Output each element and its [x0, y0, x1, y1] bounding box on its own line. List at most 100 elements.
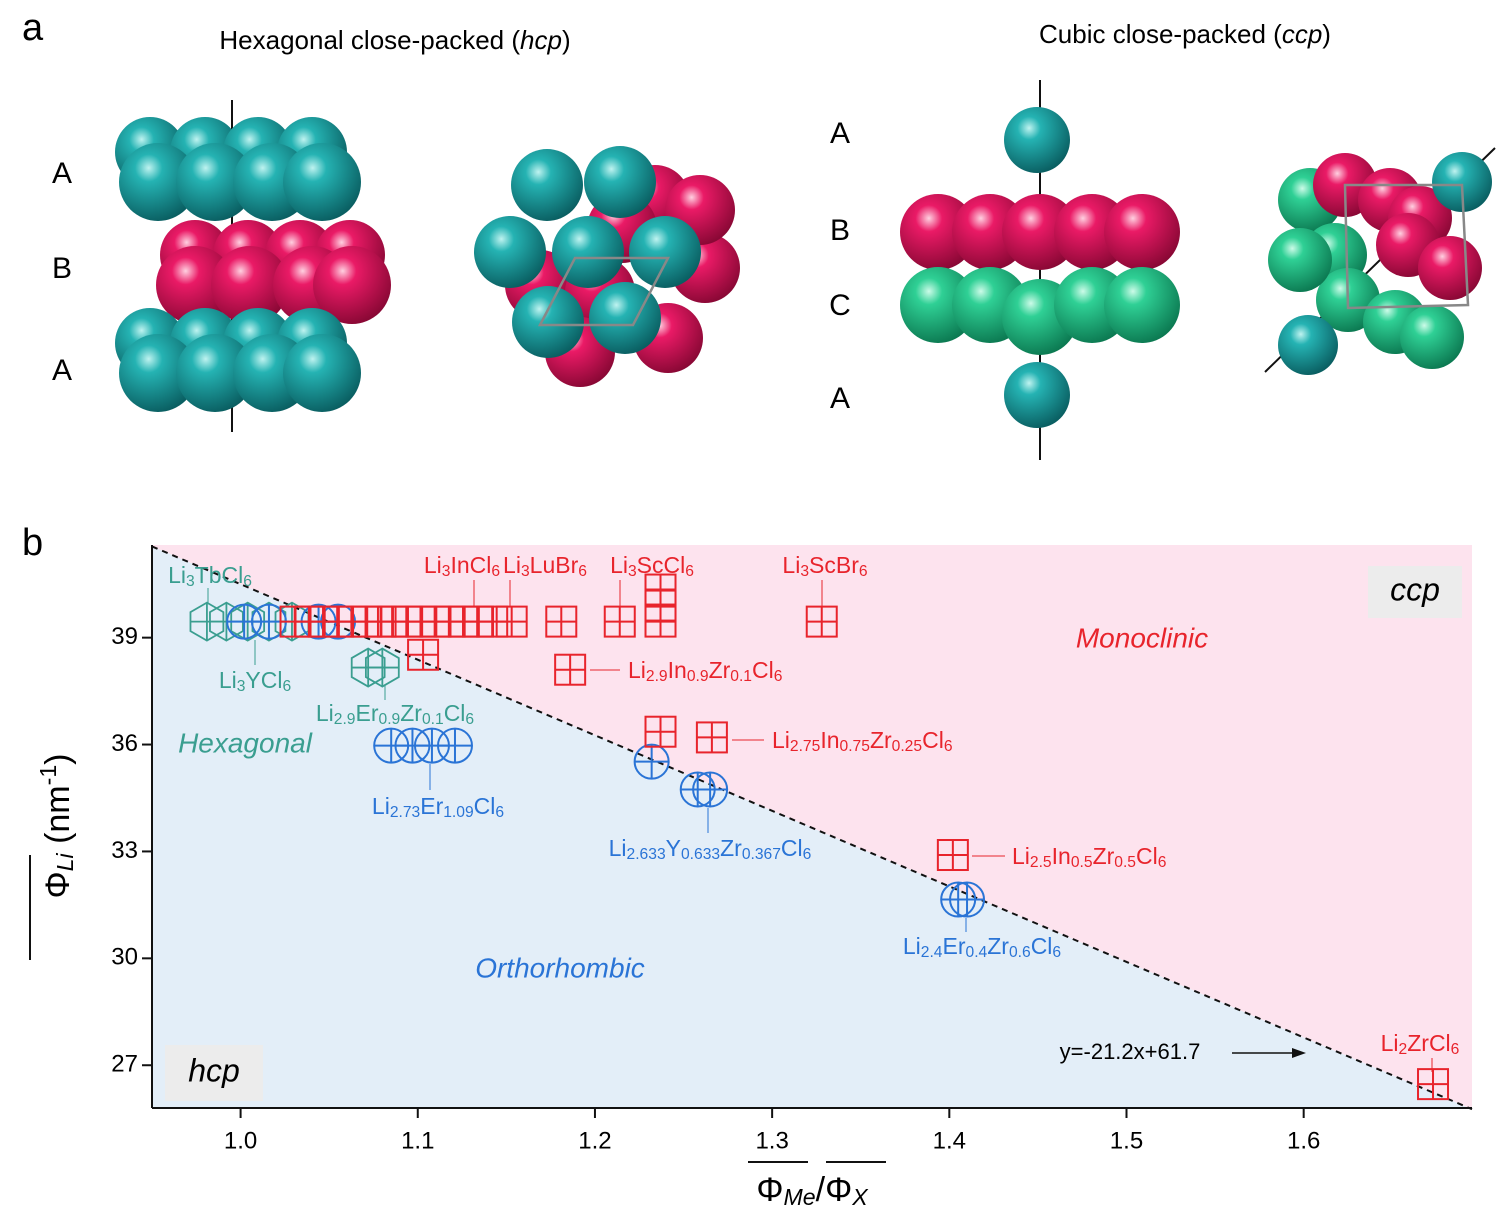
- data-point: [805, 605, 838, 638]
- layer-label: C: [829, 289, 851, 322]
- annotation-part: Cl: [474, 793, 496, 819]
- data-point: [407, 638, 440, 671]
- data-point: [949, 881, 986, 918]
- panel-title-part: Cubic close-packed (: [1039, 19, 1282, 49]
- region-label: ccp: [1390, 571, 1440, 607]
- layer-label: A: [830, 382, 850, 415]
- x-tick-label: 1.2: [578, 1127, 611, 1154]
- annotation-part: Er: [356, 700, 379, 726]
- annotation-part: 0.5: [1071, 854, 1093, 871]
- x-tick-label: 1.3: [755, 1127, 788, 1154]
- annotation-part: 2.9: [646, 668, 668, 685]
- y-tick-label: 39: [111, 623, 138, 650]
- annotation: Li3YCl6: [219, 667, 291, 695]
- y-axis-label-part: Φ: [39, 871, 77, 898]
- annotation: Li2.5In0.5Zr0.5Cl6: [1012, 843, 1166, 871]
- atom: [512, 286, 584, 358]
- annotation: Li2.73Er1.09Cl6: [372, 793, 504, 821]
- annotation-part: Er: [420, 793, 443, 819]
- panel-title-part: ccp: [1282, 19, 1322, 49]
- annotation-part: 2.633: [627, 846, 666, 863]
- annotation: Li2.633Y0.633Zr0.367Cl6: [609, 835, 812, 863]
- annotation-part: ScCl: [637, 552, 686, 578]
- annotation-part: ZrCl: [1407, 1030, 1450, 1056]
- annotation-part: Li: [1381, 1030, 1399, 1056]
- marker-part: [937, 840, 968, 871]
- atom: [589, 282, 661, 354]
- annotation-part: Zr: [987, 933, 1009, 959]
- panel-title: Hexagonal close-packed (hcp): [219, 25, 570, 55]
- fit-label: y=-21.2x+61.7: [1060, 1039, 1201, 1064]
- annotation: Li3InCl6: [424, 552, 500, 580]
- annotation: Li2.4Er0.4Zr0.6Cl6: [903, 933, 1061, 961]
- annotation-part: 3: [237, 678, 246, 695]
- y-tick-label: 27: [111, 1051, 138, 1078]
- data-point: [436, 727, 473, 764]
- annotation-part: Cl: [922, 727, 944, 753]
- layer-label: B: [52, 252, 72, 285]
- marker-part: [365, 648, 399, 687]
- x-tick-label: 1.5: [1110, 1127, 1143, 1154]
- annotation-part: Cl: [1136, 843, 1158, 869]
- data-point: [695, 721, 728, 754]
- annotation: Li3ScBr6: [782, 552, 867, 580]
- annotation-part: Li: [610, 552, 628, 578]
- annotation-part: Cl: [1031, 933, 1053, 959]
- atom: [1432, 152, 1492, 212]
- marker-part: [693, 772, 728, 807]
- annotation-part: Li: [628, 657, 646, 683]
- marker-part: [1418, 1069, 1449, 1100]
- annotation: Li2.75In0.75Zr0.25Cl6: [772, 727, 953, 755]
- annotation-part: Li: [372, 793, 390, 819]
- annotation-part: 0.6: [1009, 944, 1031, 961]
- annotation-part: 0.633: [681, 846, 720, 863]
- data-point: [936, 839, 969, 872]
- annotation-part: 6: [685, 563, 694, 580]
- annotation-part: Zr: [870, 727, 892, 753]
- marker-part: [634, 744, 669, 779]
- atom: [1004, 107, 1070, 173]
- y-tick-label: 33: [111, 837, 138, 864]
- panel-title-part: ): [1322, 19, 1331, 49]
- marker-part: [604, 606, 635, 637]
- annotation-part: Zr: [400, 700, 422, 726]
- annotation-part: 0.9: [687, 668, 709, 685]
- data-point: [644, 573, 677, 606]
- x-axis-label: ΦMe/ΦX: [756, 1171, 869, 1210]
- data-point: [644, 715, 677, 748]
- atom: [629, 216, 701, 288]
- annotation-part: 2.73: [390, 804, 420, 821]
- legend-label: Orthorhombic: [475, 952, 645, 983]
- data-point: [1417, 1068, 1450, 1101]
- annotation-part: 3: [800, 563, 809, 580]
- atom: [511, 149, 583, 221]
- layer-label: A: [52, 354, 72, 387]
- plot: 1.0 1.1 1.2 1.3 1.4 1.5 1.62730333639ΦMe/ΦXΦLi…: [29, 545, 1473, 1210]
- unit-cell: [537, 256, 671, 327]
- annotation-part: 6: [578, 563, 587, 580]
- x-tick-label: 1.4: [933, 1127, 966, 1154]
- annotation-part: 0.5: [1114, 854, 1136, 871]
- annotation-part: 6: [1158, 854, 1167, 871]
- x-tick-label: 1.0: [224, 1127, 257, 1154]
- y-axis-label-part: -1: [35, 765, 61, 786]
- atom: [283, 143, 361, 221]
- annotation-part: Li: [772, 727, 790, 753]
- atom: [1418, 236, 1482, 300]
- marker-part: [408, 639, 439, 670]
- x-axis-label-part: Φ: [756, 1171, 783, 1209]
- annotation-part: 6: [1451, 1041, 1460, 1058]
- annotation-part: Li: [424, 552, 442, 578]
- atom: [900, 267, 976, 343]
- annotation-part: 6: [803, 846, 812, 863]
- annotation-part: Li: [503, 552, 521, 578]
- atom: [584, 146, 656, 218]
- atom: [474, 216, 546, 288]
- annotation-part: Li: [1012, 843, 1030, 869]
- annotation-part: 3: [186, 573, 195, 590]
- marker-part: [496, 606, 527, 637]
- y-axis-label-part: (nm: [39, 785, 77, 853]
- annotation-part: 6: [859, 563, 868, 580]
- annotation-part: ScBr: [809, 552, 859, 578]
